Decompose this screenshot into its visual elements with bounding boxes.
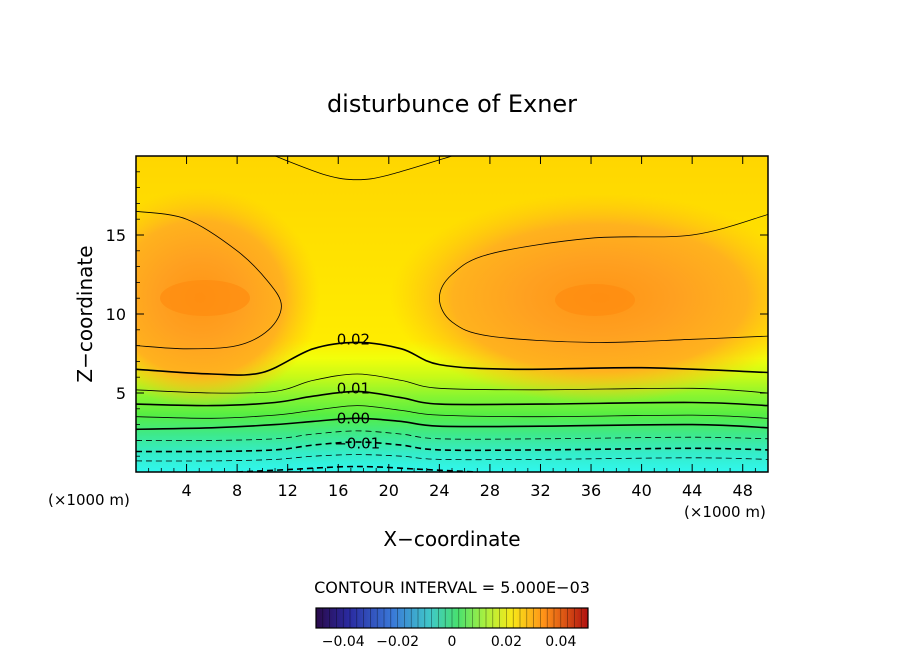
- contour-line-5: [136, 390, 768, 407]
- colorbar-frame: [315, 607, 589, 629]
- x-axis-ticks: 4 8 12 16 20 24 28 32 36 40 44 48: [148, 156, 756, 500]
- plot-area: 0.02 0.01 0.00 −0.01: [136, 156, 768, 472]
- contour-line-1: [438, 214, 768, 343]
- x-tick-label-11: 48: [733, 481, 753, 500]
- contour-label-3: −0.01: [334, 435, 380, 453]
- x-tick-label-0: 4: [181, 481, 191, 500]
- colorbar: −0.04 −0.02 0 0.02 0.04: [315, 607, 589, 650]
- left-core: [160, 280, 250, 316]
- contour-line-3: [136, 341, 768, 376]
- colorbar-stripes: [322, 608, 582, 628]
- x-tick-label-5: 24: [429, 481, 449, 500]
- y-tick-label-2: 15: [106, 226, 126, 245]
- contour-line-4: [136, 373, 768, 394]
- colorbar-tick-label-3: 0.02: [491, 634, 522, 650]
- colorbar-tick-label-4: 0.04: [545, 634, 576, 650]
- x-tick-label-3: 16: [328, 481, 348, 500]
- contour-line-2: [274, 156, 453, 181]
- contour-label-2: 0.00: [337, 409, 370, 427]
- x-axis-label: X−coordinate: [383, 527, 520, 551]
- colorbar-tick-label-0: −0.04: [322, 634, 365, 650]
- right-core: [555, 284, 635, 316]
- x-tick-label-4: 20: [379, 481, 399, 500]
- y-axis-label: Z−coordinate: [73, 245, 97, 382]
- x-tick-label-9: 40: [631, 481, 651, 500]
- y-tick-label-0: 5: [116, 384, 126, 403]
- x-tick-label-1: 8: [232, 481, 242, 500]
- contour-label-1: 0.01: [337, 379, 370, 397]
- contour-line-11: [237, 465, 478, 472]
- contour-line-0: [136, 210, 282, 350]
- x-tick-label-8: 36: [581, 481, 601, 500]
- contour-line-8: [136, 430, 768, 441]
- contour-line-9: [136, 441, 768, 453]
- x-tick-label-10: 44: [682, 481, 702, 500]
- x-tick-label-2: 12: [278, 481, 298, 500]
- y-tick-label-1: 10: [106, 305, 126, 324]
- contour-lines: [136, 156, 768, 472]
- x-tick-label-6: 28: [480, 481, 500, 500]
- contour-interval-text: CONTOUR INTERVAL = 5.000E−03: [314, 578, 590, 597]
- contour-label-0: 0.02: [337, 330, 370, 348]
- colorbar-tick-labels: −0.04 −0.02 0 0.02 0.04: [322, 634, 577, 650]
- colorbar-tick-label-2: 0: [448, 634, 457, 650]
- contour-labels: 0.02 0.01 0.00 −0.01: [334, 330, 380, 453]
- contour-line-10: [136, 454, 768, 462]
- y-axis-ticks: 5 10 15: [106, 171, 768, 457]
- contour-line-6: [136, 405, 768, 419]
- colorbar-tick-label-1: −0.02: [376, 634, 419, 650]
- x-tick-label-7: 32: [530, 481, 550, 500]
- chart-title: disturbunce of Exner: [327, 90, 577, 118]
- x-unit-left: (×1000 m): [48, 491, 130, 509]
- x-unit-right: (×1000 m): [684, 503, 766, 521]
- contour-line-7: [136, 417, 768, 431]
